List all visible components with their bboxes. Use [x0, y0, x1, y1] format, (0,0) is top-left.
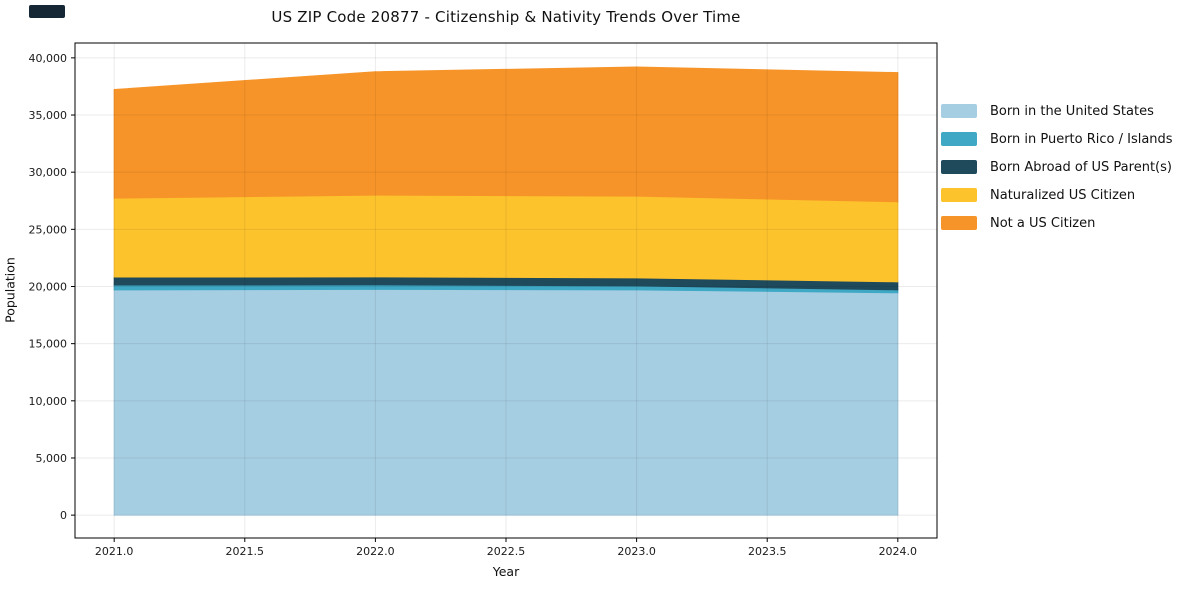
area-series-4 — [113, 66, 899, 203]
legend-label: Born Abroad of US Parent(s) — [990, 159, 1172, 175]
x-tick-label: 2022.0 — [356, 545, 395, 558]
legend-swatch — [941, 160, 977, 174]
y-tick-label: 35,000 — [29, 109, 68, 122]
legend-swatch — [941, 104, 977, 118]
y-tick-label: 20,000 — [29, 280, 68, 293]
y-tick-label: 15,000 — [29, 338, 68, 351]
y-tick-label: 40,000 — [29, 52, 68, 65]
legend-item-2: Born Abroad of US Parent(s) — [941, 156, 1173, 178]
y-tick-label: 25,000 — [29, 223, 68, 236]
chart-title: US ZIP Code 20877 - Citizenship & Nativi… — [271, 8, 741, 26]
legend-label: Born in the United States — [990, 103, 1154, 119]
legend-item-0: Born in the United States — [941, 100, 1173, 122]
legend: Born in the United States Born in Puerto … — [941, 100, 1173, 234]
legend-swatch — [941, 188, 977, 202]
legend-label: Naturalized US Citizen — [990, 187, 1136, 203]
x-axis-label: Year — [492, 564, 520, 579]
y-tick-label: 5,000 — [36, 452, 68, 465]
x-tick-label: 2021.5 — [226, 545, 265, 558]
y-tick-label: 10,000 — [29, 395, 68, 408]
legend-item-1: Born in Puerto Rico / Islands — [941, 128, 1173, 150]
y-tick-label: 30,000 — [29, 166, 68, 179]
legend-label: Born in Puerto Rico / Islands — [990, 131, 1173, 147]
legend-swatch — [941, 216, 977, 230]
legend-item-4: Not a US Citizen — [941, 212, 1173, 234]
legend-label: Not a US Citizen — [990, 215, 1096, 231]
x-tick-label: 2021.0 — [95, 545, 134, 558]
x-tick-label: 2022.5 — [487, 545, 526, 558]
legend-swatch — [941, 132, 977, 146]
top-left-dark-badge — [29, 5, 65, 18]
y-axis-label: Population — [2, 257, 18, 323]
x-tick-label: 2023.5 — [748, 545, 787, 558]
x-tick-label: 2024.0 — [879, 545, 918, 558]
legend-item-3: Naturalized US Citizen — [941, 184, 1173, 206]
y-tick-label: 0 — [60, 509, 67, 522]
x-tick-label: 2023.0 — [617, 545, 656, 558]
